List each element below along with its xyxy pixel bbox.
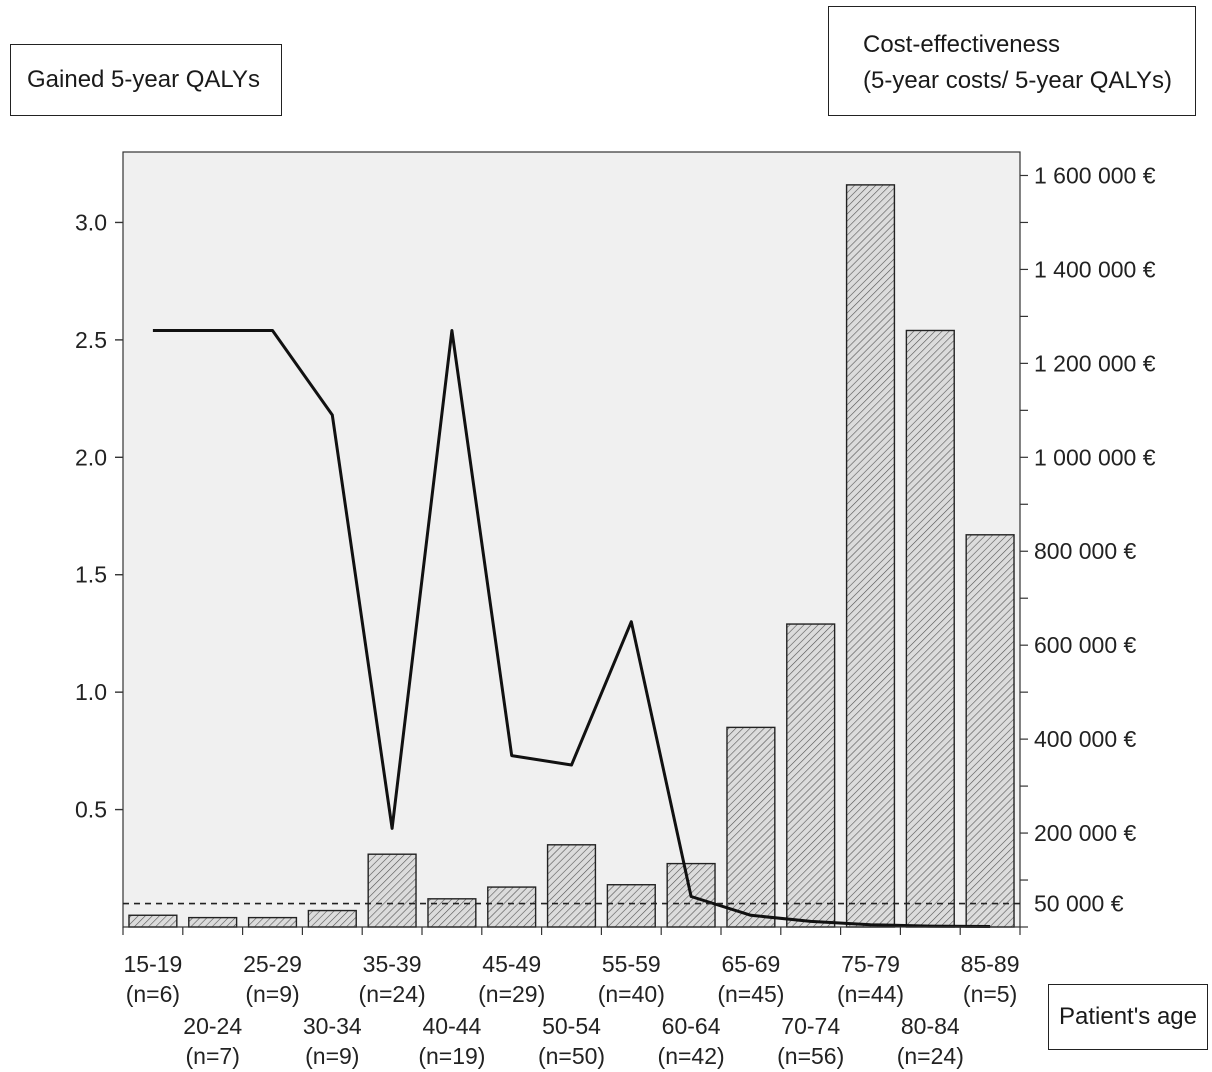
x-axis-category-count: (n=19) [418,1043,485,1069]
x-axis-category-label: 35-39 [363,951,422,977]
bar [546,844,597,928]
x-axis-category-label: 80-84 [901,1013,960,1039]
left-axis-title-box: Gained 5-year QALYs [10,44,282,116]
x-axis-title: Patient's age [1058,1003,1197,1030]
x-axis-category-label: 25-29 [243,951,302,977]
x-axis-category-count: (n=42) [658,1043,725,1069]
x-axis-category-count: (n=45) [717,981,784,1007]
bar [487,886,537,928]
x-axis-category-count: (n=5) [963,981,1017,1007]
right-axis-tick-label: 1 200 000 € [1034,350,1156,376]
x-axis-category-label: 30-34 [303,1013,362,1039]
x-axis-category-count: (n=24) [897,1043,964,1069]
right-axis-tick-label: 400 000 € [1034,726,1137,752]
bar [128,914,178,928]
x-axis-category-label: 60-64 [662,1013,721,1039]
x-axis-category-label: 75-79 [841,951,900,977]
x-axis-category-count: (n=7) [186,1043,240,1069]
bar [905,329,955,928]
x-axis-category-label: 65-69 [721,951,780,977]
x-axis-category-count: (n=29) [478,981,545,1007]
x-axis-category-label: 40-44 [422,1013,481,1039]
bar [247,916,298,928]
x-axis-category-label: 70-74 [781,1013,840,1039]
bar [188,916,238,928]
x-axis-category-label: 45-49 [482,951,541,977]
x-axis-category-count: (n=40) [598,981,665,1007]
x-axis-category-label: 55-59 [602,951,661,977]
x-axis-category-count: (n=6) [126,981,180,1007]
bar [367,853,417,928]
x-axis-category-label: 50-54 [542,1013,601,1039]
x-axis-category-count: (n=9) [305,1043,359,1069]
left-axis-title: Gained 5-year QALYs [27,66,261,93]
right-axis-title-box: Cost-effectiveness (5-year costs/ 5-year… [828,6,1196,116]
left-axis-tick-label: 2.0 [75,444,107,470]
plot-frame [122,151,1021,928]
bar [726,726,776,928]
bar [845,184,896,928]
left-axis-tick-label: 2.5 [75,327,107,353]
bar [965,534,1015,928]
left-axis-tick-label: 1.0 [75,679,107,705]
x-axis-category-label: 15-19 [123,951,182,977]
right-axis-tick-label: 600 000 € [1034,632,1137,658]
x-axis-category-count: (n=56) [777,1043,844,1069]
bar [786,623,836,928]
right-axis-tick-label: 50 000 € [1034,891,1124,917]
right-axis-tick-label: 1 000 000 € [1034,444,1156,470]
x-axis-category-count: (n=24) [359,981,426,1007]
left-axis-tick-label: 0.5 [75,797,107,823]
x-axis-category-label: 20-24 [183,1013,242,1039]
x-axis-category-count: (n=44) [837,981,904,1007]
left-axis-tick-label: 1.5 [75,562,107,588]
right-axis-title-line2: (5-year costs/ 5-year QALYs) [863,67,1172,94]
x-axis-category-label: 85-89 [961,951,1020,977]
right-axis-tick-label: 800 000 € [1034,538,1137,564]
cost-effectiveness-line [152,329,991,928]
x-axis-category-count: (n=9) [245,981,299,1007]
right-axis-tick-label: 200 000 € [1034,820,1137,846]
x-axis-category-count: (n=50) [538,1043,605,1069]
right-axis-title-line1: Cost-effectiveness [863,31,1060,58]
bar [606,884,656,928]
left-axis-tick-label: 3.0 [75,209,107,235]
bar [307,909,357,928]
right-axis-tick-label: 1 400 000 € [1034,256,1156,282]
right-axis-tick-label: 1 600 000 € [1034,162,1156,188]
x-axis-title-box: Patient's age [1048,984,1208,1050]
